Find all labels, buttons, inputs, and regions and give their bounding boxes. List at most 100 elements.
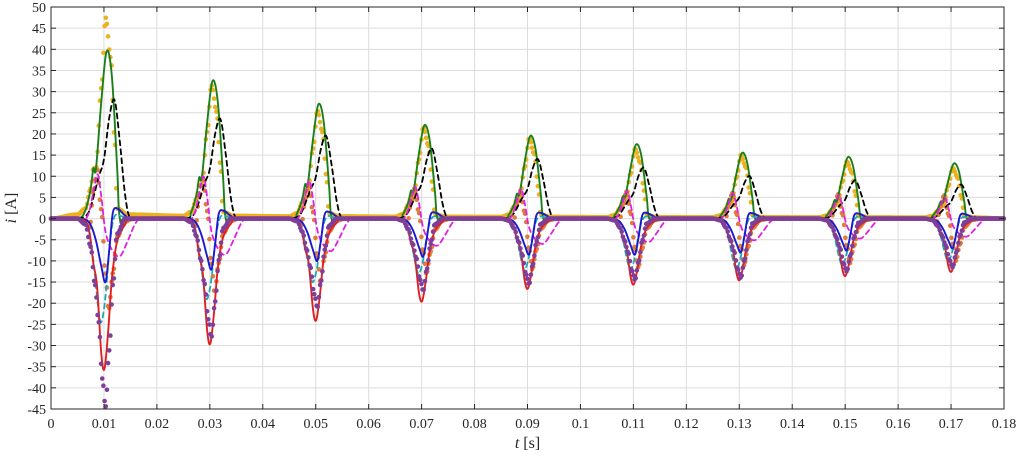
data-point [945,251,951,257]
data-point [102,263,107,268]
data-point [940,235,946,241]
data-point [631,234,636,240]
data-point [202,281,208,287]
data-point [831,228,837,233]
data-point [196,247,202,253]
data-point [310,286,316,292]
data-point [737,235,742,240]
data-point [746,185,751,190]
data-point [97,334,103,340]
series-purple-dots [48,216,1007,409]
data-point [300,216,305,222]
data-point [529,145,535,151]
x-tick-label: 0.05 [303,417,328,432]
data-point [201,277,206,283]
data-point [89,250,95,255]
data-point [535,235,541,240]
y-axis-label-unit: [A] [3,193,20,219]
data-point [530,261,536,267]
data-point [104,21,110,27]
y-tick-label: -10 [27,255,46,270]
data-point [208,255,213,261]
y-tick-label: -5 [34,234,46,249]
data-point [300,229,305,235]
y-axis-label-symbol: i [3,219,20,223]
y-tick-label: -25 [27,318,46,333]
data-point [633,275,639,281]
data-point [104,387,110,393]
data-point [937,227,943,233]
data-point [730,244,735,249]
data-point [838,247,844,252]
x-tick-label: 0.12 [674,417,699,432]
data-point [313,235,318,241]
data-point [113,237,119,243]
data-point [412,248,417,253]
data-point [217,253,223,258]
x-tick-label: 0.16 [886,417,911,432]
data-point [947,258,953,264]
data-point [318,278,324,283]
data-point [521,260,527,266]
x-axis-label: t [s] [515,435,540,452]
data-point [525,276,530,282]
data-point [195,238,201,243]
data-point [618,225,623,231]
y-tick-label: 35 [32,64,46,79]
data-point [309,274,315,279]
data-point [210,322,216,328]
data-point [98,361,104,367]
data-point [415,264,421,269]
data-point [218,240,224,246]
data-point [732,250,738,256]
data-point [518,246,523,251]
data-point [853,229,859,235]
series-cyan-dash [50,213,1005,324]
x-tick-label: 0.09 [515,417,540,432]
data-point [311,291,317,297]
data-point [533,242,538,248]
data-point [527,280,533,286]
data-point [641,233,647,238]
data-point [429,237,435,243]
data-point [103,404,109,409]
data-point [520,253,526,258]
data-point [636,258,642,263]
data-point [309,204,315,210]
data-point [102,398,107,404]
data-point [725,229,731,234]
data-point [317,282,323,288]
data-point [321,254,326,259]
data-point [845,266,851,272]
data-point [316,112,322,118]
data-point [211,96,217,101]
data-point [629,268,635,274]
data-point [422,261,428,267]
data-point [417,277,423,283]
data-point [306,255,311,260]
data-point [848,251,854,257]
data-point [105,360,111,366]
data-point [91,278,97,284]
data-point [302,240,308,246]
y-tick-label: 30 [32,86,46,101]
x-tick-label: 0.11 [621,417,645,432]
data-point [852,234,857,239]
data-point [422,129,428,135]
data-point [536,227,542,233]
data-point [951,262,956,267]
data-point [190,223,196,229]
data-point [944,245,950,250]
data-point [638,249,643,255]
data-point [99,376,105,381]
series-line [50,173,1005,258]
data-point [419,234,424,240]
data-point [733,258,739,263]
series-layer [48,15,1007,409]
data-point [430,229,436,235]
y-tick-label: 10 [32,170,46,185]
x-tick-label: 0.06 [356,417,381,432]
y-tick-label: 40 [32,43,46,58]
data-point [408,236,414,242]
data-point [534,239,540,244]
